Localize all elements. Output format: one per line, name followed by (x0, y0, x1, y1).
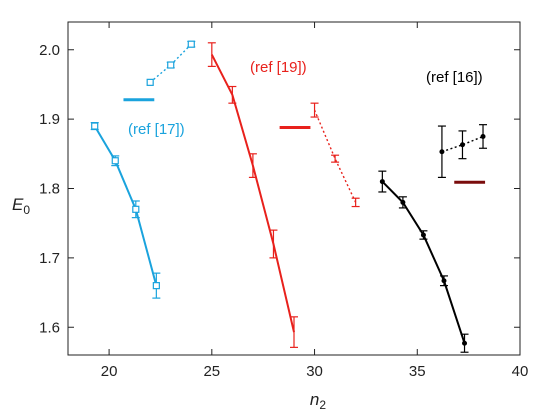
x-tick-label: 40 (512, 363, 529, 380)
series-line (93, 125, 158, 286)
data-point (462, 340, 468, 346)
data-point (146, 78, 154, 86)
data-point (480, 133, 486, 139)
series-group (207, 42, 360, 348)
data-point (379, 179, 385, 185)
y-axis-label: E0 (12, 195, 30, 217)
annotation-ref-19: (ref [19]) (250, 59, 307, 76)
data-point (187, 40, 195, 48)
data-point (439, 149, 445, 155)
axis-ticks: 20 25 30 35 40 1.6 1.7 1.8 1.9 2.0 (39, 22, 528, 380)
x-tick-label: 30 (306, 363, 323, 380)
x-tick-label: 20 (101, 363, 118, 380)
x-axis-label: n2 (310, 390, 326, 412)
data-point (167, 61, 175, 69)
series-line (210, 54, 295, 333)
x-tick-label: 35 (409, 363, 426, 380)
data-marks (90, 40, 488, 353)
series-line-dotted (149, 43, 192, 83)
annotation-ref-17: (ref [17]) (128, 121, 185, 138)
y-tick-label: 1.8 (39, 181, 60, 198)
y-tick-label: 1.9 (39, 111, 60, 128)
series-group (90, 40, 196, 299)
data-point (111, 157, 119, 165)
y-tick-label: 1.6 (39, 319, 60, 336)
data-point (152, 282, 160, 290)
y-tick-label: 1.7 (39, 250, 60, 267)
series-line (381, 180, 466, 344)
data-point (400, 199, 406, 205)
annotation-ref-16: (ref [16]) (426, 69, 483, 86)
data-point (459, 142, 465, 148)
series-line-dotted (441, 135, 484, 153)
data-point (441, 278, 447, 284)
y-tick-label: 2.0 (39, 42, 60, 59)
data-point (91, 122, 99, 130)
data-point (132, 205, 140, 213)
series-group (378, 124, 488, 353)
data-point (420, 232, 426, 238)
x-tick-label: 25 (203, 363, 220, 380)
